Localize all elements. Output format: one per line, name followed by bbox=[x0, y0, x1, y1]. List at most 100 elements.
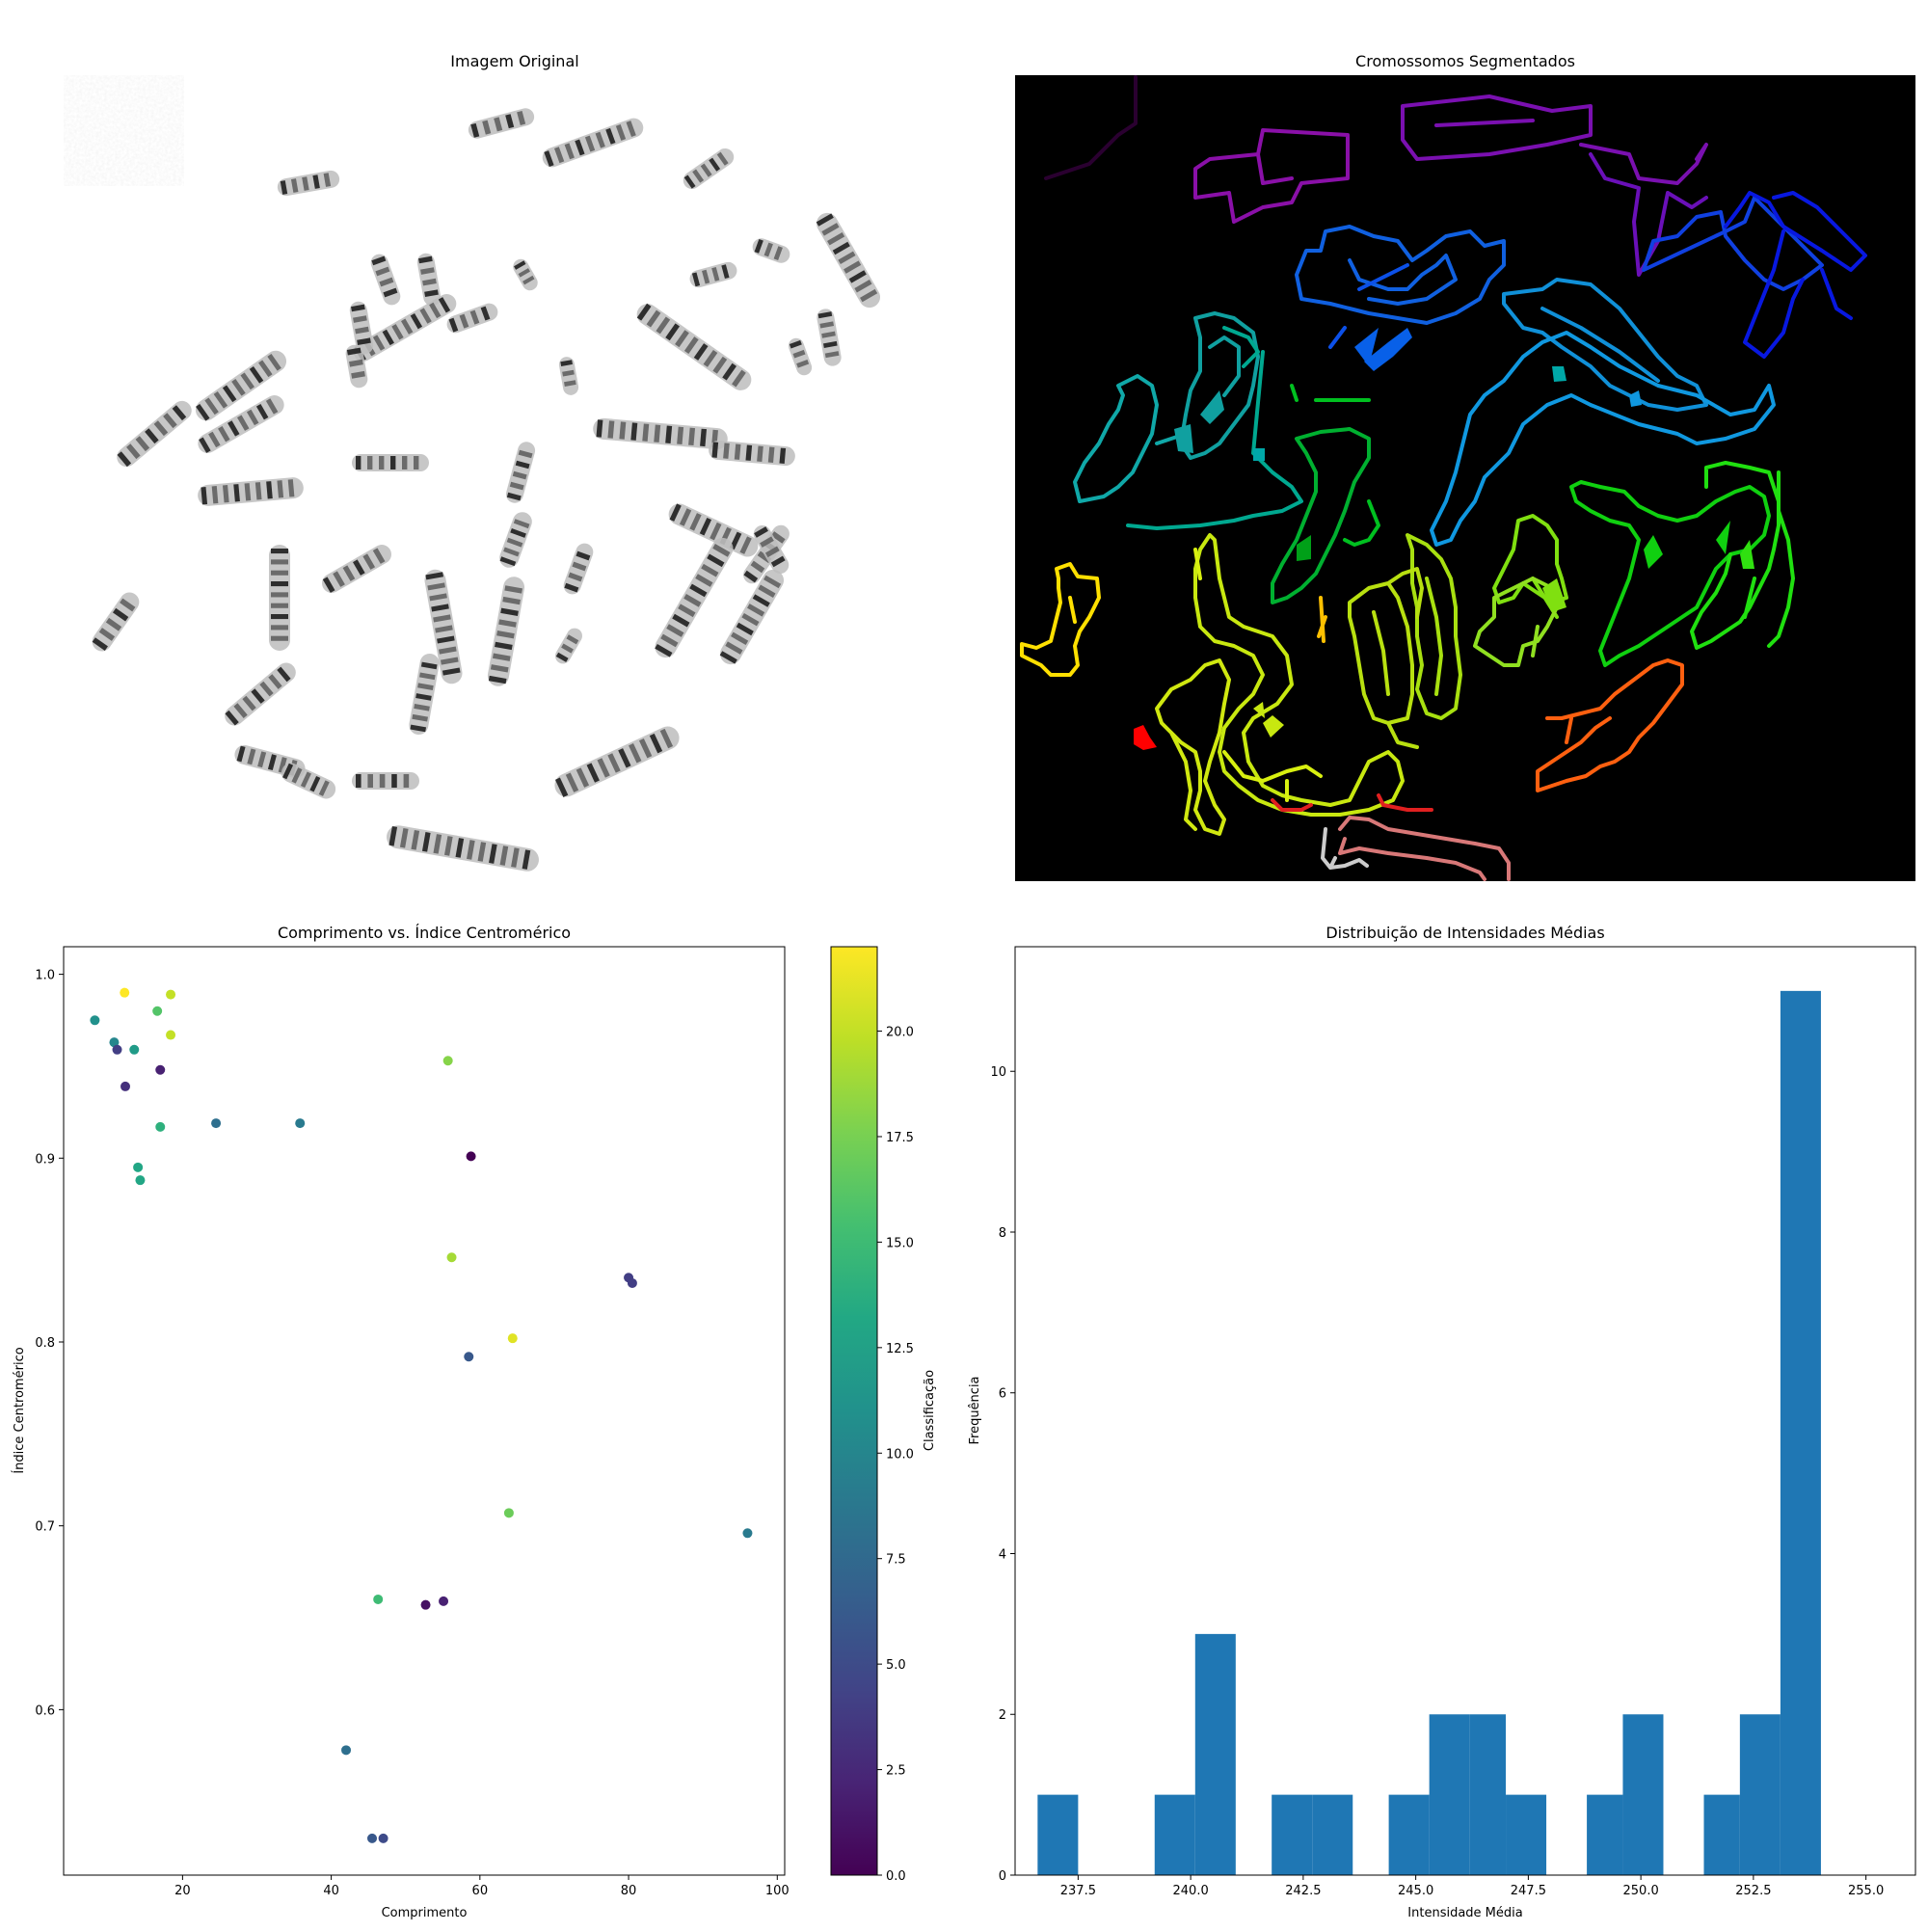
segment-contour bbox=[1271, 793, 1433, 812]
segment-contour bbox=[1690, 461, 1795, 650]
colorbar: 0.0 2.5 5.0 7.5 10.0 12.5 15.0 17.5 20.0 Classif… bbox=[830, 946, 937, 1884]
scatter-point bbox=[378, 1833, 388, 1843]
segment-fill bbox=[1364, 328, 1412, 371]
colorbar-tick-label: 7.5 bbox=[886, 1553, 906, 1568]
colorbar-tick-label: 0.0 bbox=[886, 1869, 906, 1884]
segment-contour bbox=[1317, 596, 1327, 643]
y-tick-label: 10 bbox=[990, 1065, 1006, 1080]
chromosome-glyph bbox=[555, 628, 582, 664]
chromosome-glyph bbox=[387, 825, 539, 872]
scatter-point bbox=[442, 1056, 453, 1066]
chromosome-glyph bbox=[195, 350, 287, 421]
chromosome-glyph bbox=[542, 118, 644, 168]
segment-contour bbox=[1193, 548, 1323, 802]
x-tick-label: 245.0 bbox=[1398, 1884, 1433, 1898]
chromosome-glyph bbox=[689, 261, 737, 288]
histogram-y-axis-label: Frequência bbox=[968, 1376, 982, 1444]
chromosome-glyph bbox=[817, 309, 842, 366]
x-tick-label: 60 bbox=[472, 1884, 489, 1898]
segment-contour bbox=[1401, 94, 1708, 185]
segment-contour bbox=[1406, 533, 1462, 720]
y-tick-label: 1.0 bbox=[35, 969, 55, 983]
y-tick-label: 2 bbox=[999, 1708, 1006, 1723]
scatter-point bbox=[155, 1121, 166, 1132]
histogram-bar bbox=[1272, 1794, 1313, 1875]
scatter-y-axis-label: Índice Centromérico bbox=[12, 1347, 27, 1473]
scatter-point bbox=[341, 1745, 352, 1756]
chromosome-glyph bbox=[683, 148, 735, 190]
chromosome-glyph bbox=[816, 212, 880, 309]
scatter-x-axis-label: Comprimento bbox=[382, 1906, 468, 1920]
chromosome-glyph bbox=[352, 772, 419, 790]
scatter-title: Comprimento vs. Índice Centromérico bbox=[278, 924, 571, 942]
segment-fill bbox=[1134, 725, 1157, 750]
segment-fill bbox=[1629, 390, 1642, 407]
colorbar-tick-label: 15.0 bbox=[886, 1236, 914, 1250]
histogram-bar bbox=[1622, 1714, 1664, 1875]
x-tick-label: 250.0 bbox=[1623, 1884, 1659, 1898]
original-image-canvas bbox=[64, 75, 902, 881]
chromosome-glyph bbox=[446, 303, 498, 334]
segment-contour bbox=[1020, 562, 1101, 677]
scatter-point bbox=[152, 1006, 163, 1016]
segment-contour bbox=[1430, 331, 1776, 547]
chromosome-glyph bbox=[92, 592, 140, 652]
chromosome-glyph bbox=[593, 417, 728, 450]
segment-contour bbox=[1328, 263, 1409, 349]
x-tick-label: 247.5 bbox=[1511, 1884, 1546, 1898]
chromosome-glyph bbox=[558, 357, 579, 395]
scatter-point bbox=[507, 1333, 518, 1344]
segment-contour bbox=[1290, 384, 1380, 547]
scatter-point bbox=[155, 1064, 166, 1075]
histogram-bar bbox=[1739, 1714, 1781, 1875]
scatter-point bbox=[373, 1594, 384, 1604]
scatter-point bbox=[439, 1596, 449, 1606]
scatter-point bbox=[109, 1037, 120, 1048]
scatter-point bbox=[166, 989, 176, 1000]
segment-contour bbox=[1271, 427, 1371, 604]
scatter-point bbox=[446, 1252, 457, 1263]
x-tick-label: 237.5 bbox=[1060, 1884, 1096, 1898]
scatter-point bbox=[166, 1030, 176, 1040]
chromosome-glyph bbox=[655, 537, 734, 658]
segment-contour bbox=[1155, 658, 1231, 836]
scatter-point bbox=[211, 1118, 222, 1129]
y-tick-label: 0.7 bbox=[35, 1520, 55, 1535]
segment-fill bbox=[1716, 521, 1730, 554]
y-tick-label: 0.6 bbox=[35, 1704, 55, 1718]
segment-fill bbox=[1263, 715, 1284, 738]
colorbar-gradient bbox=[830, 946, 878, 1876]
y-tick-label: 8 bbox=[999, 1226, 1006, 1241]
colorbar-ticks: 0.0 2.5 5.0 7.5 10.0 12.5 15.0 17.5 20.0 bbox=[877, 1026, 914, 1884]
x-tick-label: 100 bbox=[765, 1884, 790, 1898]
chromosome-glyph bbox=[281, 763, 336, 799]
scatter-point bbox=[129, 1044, 140, 1055]
scatter-point bbox=[295, 1118, 306, 1129]
scatter-ticks: 20 40 60 80 100 0.6 0.7 0.8 0.9 1.0 bbox=[35, 969, 789, 1898]
segment-contour bbox=[1724, 191, 1867, 359]
x-tick-label: 252.5 bbox=[1735, 1884, 1771, 1898]
histogram-bar bbox=[1506, 1794, 1547, 1875]
original-image-title: Imagem Original bbox=[450, 52, 578, 70]
segment-fill bbox=[1253, 448, 1265, 461]
segment-contour bbox=[1193, 128, 1350, 224]
scatter-axes-frame bbox=[63, 946, 786, 1876]
chromosome-glyph bbox=[322, 545, 391, 593]
scatter-point bbox=[120, 987, 130, 998]
chromosome-glyph bbox=[277, 170, 340, 197]
scatter-plot: 20 40 60 80 100 0.6 0.7 0.8 0.9 1.0 Comprimento Í… bbox=[12, 946, 790, 1920]
y-tick-label: 0.8 bbox=[35, 1336, 55, 1351]
segment-fill bbox=[1200, 390, 1224, 424]
scatter-point bbox=[466, 1151, 476, 1162]
chromosome-glyph bbox=[788, 337, 813, 376]
segment-fill bbox=[1740, 540, 1754, 569]
segment-fill bbox=[1297, 535, 1311, 561]
chromosome-glyph bbox=[117, 400, 192, 468]
chromosome-glyph bbox=[345, 344, 368, 389]
chromosome-glyph bbox=[198, 395, 284, 453]
chromosome-glyph bbox=[709, 440, 795, 467]
segment-contour bbox=[1569, 480, 1771, 667]
histogram-bar bbox=[1194, 1633, 1236, 1875]
histogram-bars bbox=[1037, 990, 1821, 1875]
